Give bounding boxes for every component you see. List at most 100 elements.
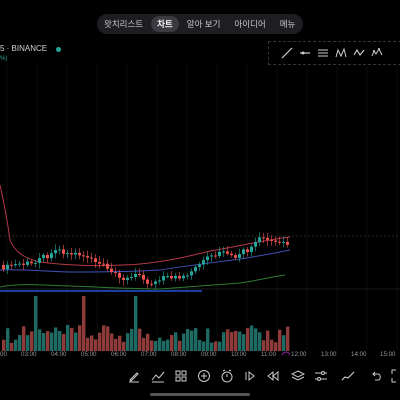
volume-bar: [274, 342, 278, 351]
time-label: 05:00: [81, 351, 97, 358]
lower-bollinger-band: [0, 274, 286, 290]
moving-average-line: [0, 249, 291, 273]
tab-chart[interactable]: 차트: [151, 16, 179, 32]
zigzag-icon[interactable]: [353, 47, 365, 59]
indicators-icon[interactable]: [151, 369, 165, 383]
volume-bar: [138, 328, 142, 351]
chart-type-icon[interactable]: [341, 369, 355, 383]
volume-bar: [254, 328, 258, 351]
volume-bar: [50, 332, 54, 351]
volume-bar: [134, 296, 138, 351]
volume-bar: [258, 332, 262, 351]
candle-body: [242, 249, 245, 255]
candle-body: [62, 249, 65, 254]
tab-watchlist[interactable]: 왓치리스트: [104, 19, 144, 29]
candle-body: [222, 251, 225, 253]
candle-body: [274, 240, 277, 242]
add-icon[interactable]: [197, 369, 211, 383]
volume-bar: [178, 340, 182, 351]
candle-body: [126, 277, 129, 280]
volume-bar: [10, 342, 14, 351]
time-label: 15:00: [380, 351, 396, 358]
tab-menu[interactable]: 메뉴: [279, 19, 296, 29]
volume-bar: [126, 333, 130, 351]
volume-bar: [246, 328, 250, 351]
candle-body: [282, 241, 285, 243]
fullscreen-icon[interactable]: [391, 369, 400, 383]
volume-bar: [226, 329, 230, 351]
volume-bar: [102, 325, 106, 351]
volume-bar: [70, 327, 74, 351]
rewind-icon[interactable]: [266, 369, 280, 383]
price-chart[interactable]: [0, 65, 400, 355]
volume-bar: [34, 296, 38, 351]
market-status-dot: [56, 47, 61, 52]
volume-bar: [282, 335, 286, 351]
replay-icon[interactable]: [243, 369, 257, 383]
time-label: 14:00: [351, 351, 367, 358]
undo-icon[interactable]: [369, 369, 383, 383]
layers-icon[interactable]: [291, 369, 305, 383]
time-label: 09:00: [201, 351, 217, 358]
symbol-label[interactable]: 5 · BINANCE: [0, 44, 48, 53]
alert-icon[interactable]: [220, 369, 234, 383]
tab-ideas[interactable]: 아이디어: [234, 19, 266, 29]
volume-bar: [90, 335, 94, 351]
candle-body: [34, 262, 37, 264]
candle-body: [74, 252, 77, 255]
candle-body: [218, 251, 221, 256]
volume-bar: [2, 339, 6, 351]
candle-body: [118, 272, 121, 278]
volume-bar: [198, 339, 202, 351]
candle-body: [122, 277, 125, 280]
time-label: 00: [0, 351, 7, 358]
candle-body: [106, 263, 109, 269]
volume-bar: [182, 333, 186, 351]
candle-body: [22, 263, 25, 265]
candle-body: [170, 276, 173, 279]
volume-bar: [222, 332, 226, 351]
settings-sliders-icon[interactable]: [314, 369, 328, 383]
candle-body: [174, 275, 177, 279]
templates-icon[interactable]: [174, 369, 188, 383]
volume-bar: [186, 329, 190, 351]
candle-body: [194, 266, 197, 272]
time-label: 03:00: [21, 351, 37, 358]
volume-bar: [94, 339, 98, 351]
parallel-channel-icon[interactable]: [317, 47, 329, 59]
volume-bar: [62, 333, 66, 351]
candle-body: [46, 254, 49, 259]
pattern-icon[interactable]: [335, 47, 347, 59]
volume-bar: [190, 330, 194, 351]
volume-bar: [106, 326, 110, 351]
volume-bar: [78, 325, 82, 351]
volume-bar: [46, 331, 50, 351]
volume-bar: [170, 334, 174, 351]
candle-body: [10, 264, 13, 266]
candle-body: [146, 279, 149, 284]
volume-bar: [286, 326, 290, 351]
volume-bar: [110, 333, 114, 351]
candle-body: [230, 253, 233, 256]
candle-body: [278, 241, 281, 243]
candle-body: [234, 255, 237, 258]
volume-bar: [114, 338, 118, 351]
horizontal-ray-icon[interactable]: [299, 47, 311, 59]
candle-body: [250, 246, 253, 252]
candle-body: [202, 260, 205, 265]
volume-bar: [202, 341, 206, 351]
chart-grid: [6, 65, 398, 351]
elliott-wave-icon[interactable]: [371, 47, 383, 59]
candle-body: [38, 258, 41, 263]
tab-explore[interactable]: 알아 보기: [186, 19, 221, 29]
volume-bar: [66, 325, 70, 351]
time-label: 12:00: [291, 351, 307, 358]
time-label: 08:00: [171, 351, 187, 358]
trend-line-icon[interactable]: [281, 47, 293, 59]
candle-body: [30, 261, 33, 264]
candle-body: [82, 255, 85, 257]
candle-body: [130, 277, 133, 279]
candle-body: [214, 255, 217, 257]
pencil-icon[interactable]: [127, 369, 141, 383]
candle-body: [150, 283, 153, 285]
